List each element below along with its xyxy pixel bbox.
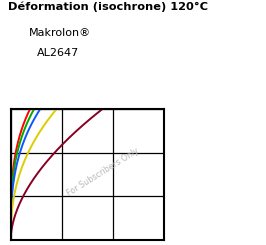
Text: For Subscribers Only: For Subscribers Only	[65, 146, 140, 198]
Text: Makrolon®: Makrolon®	[29, 28, 92, 38]
Text: Déformation (isochrone) 120°C: Déformation (isochrone) 120°C	[8, 1, 208, 12]
Text: AL2647: AL2647	[37, 48, 80, 58]
